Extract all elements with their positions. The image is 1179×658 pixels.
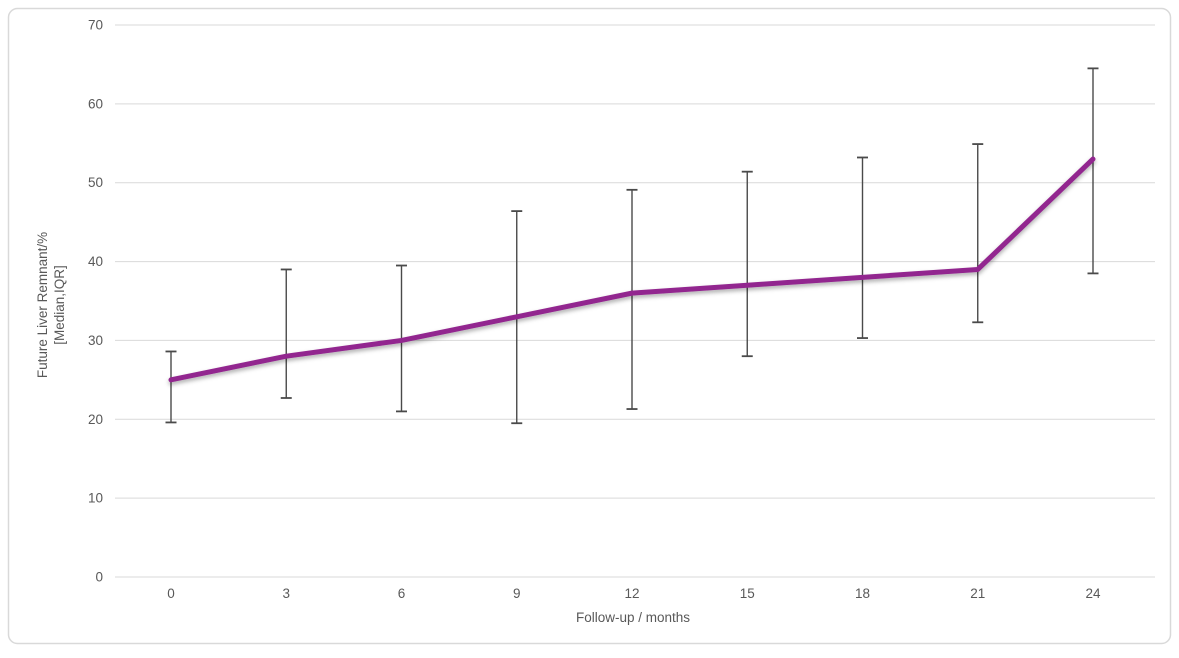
y-tick-label: 70 xyxy=(88,18,103,33)
y-tick-label: 30 xyxy=(88,333,103,348)
x-tick-label: 12 xyxy=(624,586,639,601)
x-tick-label: 24 xyxy=(1085,586,1101,601)
x-tick-label: 0 xyxy=(167,586,175,601)
y-tick-label: 50 xyxy=(88,175,103,190)
plot-area: 0 10 20 30 40 50 60 70 0 3 6 9 12 15 18 21 24 xyxy=(88,18,1155,601)
y-axis-title-line1: Future Liver Remnant/% xyxy=(35,232,50,378)
y-tick-label: 10 xyxy=(88,491,103,506)
x-tick-label: 3 xyxy=(282,586,290,601)
y-tick-label: 0 xyxy=(95,570,103,585)
x-tick-label: 6 xyxy=(398,586,406,601)
y-tick-label: 40 xyxy=(88,254,103,269)
chart-frame xyxy=(7,7,1172,645)
x-tick-label: 21 xyxy=(970,586,985,601)
y-tick-label: 60 xyxy=(88,96,103,111)
x-tick-label: 15 xyxy=(740,586,755,601)
median-line xyxy=(168,156,1096,383)
x-tick-label: 9 xyxy=(513,586,521,601)
y-tick-label: 20 xyxy=(88,412,103,427)
x-axis-title: Follow-up / months xyxy=(576,610,690,625)
x-tick-label: 18 xyxy=(855,586,870,601)
y-axis-title-line2: [Median,IQR] xyxy=(52,265,67,345)
